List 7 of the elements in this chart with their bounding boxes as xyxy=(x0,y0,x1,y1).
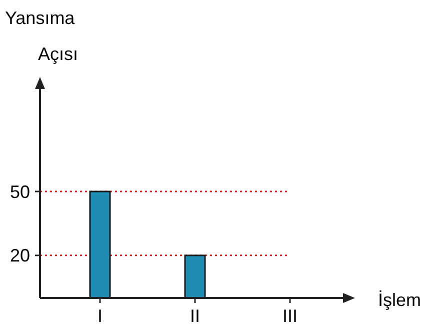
x-axis-title: İşlem xyxy=(378,290,422,310)
x-tick-label: III xyxy=(282,306,298,326)
y-tick-label: 20 xyxy=(10,246,30,266)
y-tick-label: 50 xyxy=(10,182,30,202)
x-tick-label: II xyxy=(190,306,200,326)
x-tick-label: I xyxy=(97,306,103,326)
y-axis-title: Yansıma Açısı xyxy=(5,8,78,64)
